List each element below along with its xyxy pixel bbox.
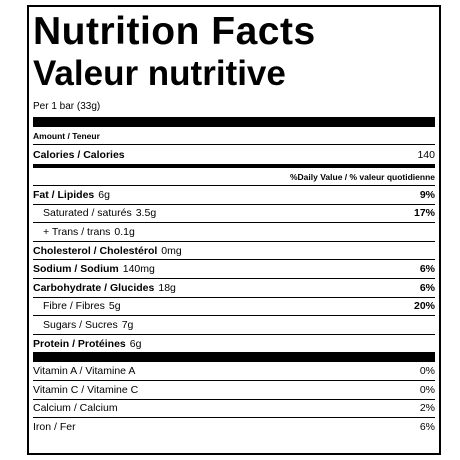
nutrient-dv: 20% xyxy=(413,300,435,313)
divider xyxy=(33,352,435,363)
vitamin-row: Calcium / Calcium 2% xyxy=(33,400,435,419)
vitamin-dv: 2% xyxy=(419,402,435,415)
nutrient-name: Protein / Protéines xyxy=(33,337,126,350)
vitamin-name: Iron / Fer xyxy=(33,420,76,433)
nutrient-row: Fibre / Fibres 5g 20% xyxy=(33,298,435,317)
nutrient-row: Protein / Protéines 6g xyxy=(33,335,435,353)
nutrient-row: Sodium / Sodium 140mg 6% xyxy=(33,260,435,279)
title: Nutrition Facts xyxy=(33,10,316,53)
nutrient-name: Saturated / saturés xyxy=(43,207,132,220)
nutrient-name: Fat / Lipides xyxy=(33,188,95,201)
nutrient-dv: 9% xyxy=(419,188,435,201)
nutrient-row: Fat / Lipides 6g 9% xyxy=(33,186,435,205)
serving: Per 1 bar (33g) xyxy=(33,101,101,112)
nutrient-amount: 0.1g xyxy=(114,225,135,238)
dv-header-text: %Daily Value / % valeur quotidienne xyxy=(289,171,435,182)
vitamin-name: Vitamin C / Vitamine C xyxy=(33,383,139,396)
nutrient-dv: 17% xyxy=(413,207,435,220)
nutrient-name: Sodium / Sodium xyxy=(33,263,119,276)
nutrient-amount: 7g xyxy=(121,318,134,331)
nutrient-amount: 5g xyxy=(108,300,121,313)
nutrient-dv: 6% xyxy=(419,281,435,294)
divider xyxy=(33,117,435,127)
nutrient-amount: 3.5g xyxy=(135,207,157,220)
nutrient-name: Carbohydrate / Glucides xyxy=(33,281,155,294)
nutrient-amount: 0mg xyxy=(161,244,182,257)
vitamin-row: Vitamin C / Vitamine C 0% xyxy=(33,381,435,400)
vitamin-name: Calcium / Calcium xyxy=(33,402,118,415)
nutrient-row: Carbohydrate / Glucides 18g 6% xyxy=(33,279,435,298)
vitamin-name: Vitamin A / Vitamine A xyxy=(33,365,136,378)
vitamin-dv: 6% xyxy=(419,420,435,433)
amount-header: Amount / Teneur xyxy=(33,127,435,145)
nutrient-name: + Trans / trans xyxy=(43,225,111,238)
subtitle: Valeur nutritive xyxy=(33,54,286,93)
nutrient-amount: 18g xyxy=(158,281,176,294)
vitamin-row: Vitamin A / Vitamine A 0% xyxy=(33,362,435,381)
calories-name: Calories / Calories xyxy=(33,148,125,161)
nutrient-amount: 6g xyxy=(129,337,142,350)
nutrient-amount: 140mg xyxy=(122,263,155,276)
vitamin-dv: 0% xyxy=(419,383,435,396)
vitamin-row: Iron / Fer 6% xyxy=(33,418,435,436)
nutrient-name: Fibre / Fibres xyxy=(43,300,105,313)
calories-row: Calories / Calories 140 xyxy=(33,145,435,164)
amount-header-text: Amount / Teneur xyxy=(33,130,100,141)
nutrient-amount: 6g xyxy=(98,188,110,201)
nutrient-row: Sugars / Sucres 7g xyxy=(33,316,435,335)
nutrient-name: Sugars / Sucres xyxy=(43,318,118,331)
nutrient-dv: 6% xyxy=(419,263,435,276)
calories-value: 140 xyxy=(417,148,435,161)
divider xyxy=(33,164,435,168)
nutrient-row: + Trans / trans 0.1g xyxy=(33,223,435,242)
vitamin-dv: 0% xyxy=(419,365,435,378)
nutrient-row: Saturated / saturés 3.5g 17% xyxy=(33,205,435,224)
dv-header: %Daily Value / % valeur quotidienne xyxy=(33,168,435,186)
nutrition-label: Nutrition Facts Valeur nutritive Per 1 b… xyxy=(27,5,441,455)
nutrient-name: Cholesterol / Cholestérol xyxy=(33,244,158,257)
nutrient-row: Cholesterol / Cholestérol 0mg xyxy=(33,242,435,261)
